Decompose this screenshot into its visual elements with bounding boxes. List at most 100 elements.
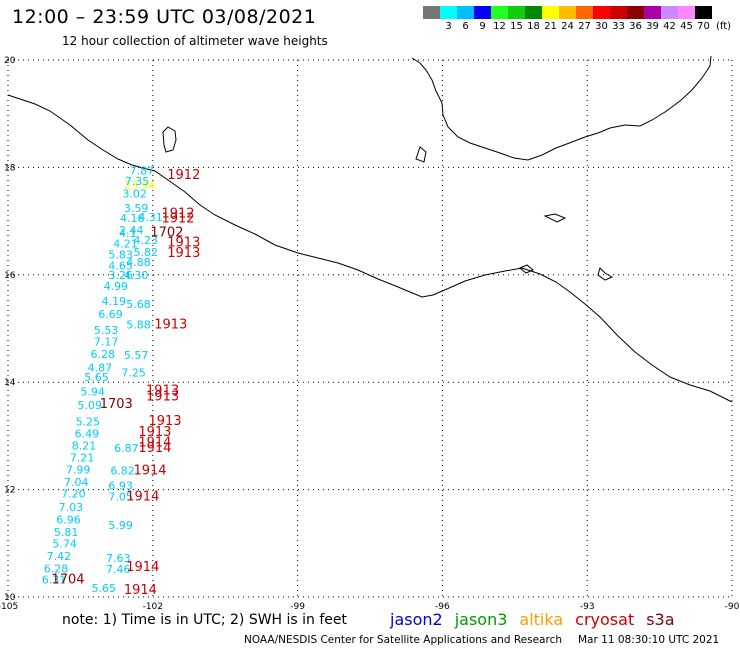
wave-height-label: 5.65 <box>84 371 109 384</box>
wave-height-label: 7.63 <box>106 552 130 565</box>
pass-time-label: 1913 <box>146 389 179 404</box>
wave-height-label: 5.83 <box>108 249 133 262</box>
lagoon-5 <box>519 264 534 274</box>
wave-height-label: 7.04 <box>64 476 89 489</box>
lon-tick-label: -96 <box>435 602 450 612</box>
wave-height-label: 4.99 <box>104 280 128 293</box>
gulf-of-mexico-coast <box>411 55 712 161</box>
lat-tick-label: 10 <box>4 593 16 603</box>
colorbar-swatch <box>610 6 627 19</box>
colorbar-label: 39 <box>646 21 659 32</box>
wave-height-label: 5.57 <box>124 349 149 362</box>
lon-tick-label: -93 <box>580 602 595 612</box>
pass-time-label: 1914 <box>126 489 159 504</box>
pass-time-label: 1913 <box>148 414 181 429</box>
wave-height-label: 5.82 <box>133 246 158 259</box>
legend-entry: altika <box>519 610 564 629</box>
lat-lon-grid <box>7 59 733 598</box>
wave-height-label: 5.99 <box>108 519 133 532</box>
wave-height-label: 7.20 <box>61 488 86 501</box>
lat-tick-label: 16 <box>4 271 16 281</box>
pass-time-label: 1913 <box>167 246 200 261</box>
colorbar-swatch <box>678 6 695 19</box>
wave-height-label: 7.46 <box>106 563 130 576</box>
pass-time-label: 1912 <box>161 212 194 227</box>
wave-height-label: 7.87 <box>130 164 155 177</box>
colorbar-label: 12 <box>493 21 506 32</box>
colorbar-label: 42 <box>663 21 676 32</box>
colorbar-label: 21 <box>544 21 557 32</box>
wave-height-label: 2.44 <box>119 224 144 237</box>
pass-time-label: 1914 <box>138 436 171 451</box>
colorbar-label: 33 <box>612 21 625 32</box>
pass-time-label: 1702 <box>150 226 183 241</box>
colorbar-swatch <box>593 6 610 19</box>
wave-height-label: 7.05 <box>108 490 133 503</box>
wave-height-label: 7.25 <box>121 366 146 379</box>
colorbar-swatch <box>491 6 508 19</box>
page-title: 12:00 – 23:59 UTC 03/08/2021 <box>12 6 317 28</box>
pass-time-label: 1914 <box>126 560 159 575</box>
colorbar-label: 27 <box>578 21 591 32</box>
wave-height-label: 7.42 <box>47 550 72 563</box>
lon-tick-label: -102 <box>143 602 163 612</box>
pass-time-label: 1912 <box>167 168 200 183</box>
colorbar-swatch <box>508 6 525 19</box>
pass-time-label: 1913 <box>167 235 200 250</box>
wave-height-label: 7.35 <box>125 175 149 188</box>
wave-height-label: 4.21 <box>113 237 138 250</box>
note-text: note: 1) Time is in UTC; 2) SWH is in fe… <box>62 612 348 628</box>
legend-entry: jason2 <box>390 610 443 629</box>
lagoon-2 <box>415 146 427 163</box>
wave-height-label: 5.09 <box>78 399 103 412</box>
legend-entry: cryosat <box>575 610 635 629</box>
lat-tick-label: 20 <box>4 56 16 66</box>
wave-height-label: 4.87 <box>88 361 113 374</box>
colorbar-swatch <box>457 6 474 19</box>
colorbar-swatch <box>440 6 457 19</box>
colorbar-swatch <box>695 6 712 19</box>
wave-height-label: 5.53 <box>94 324 119 337</box>
colorbar-label: 24 <box>561 21 574 32</box>
lagoon-3 <box>543 213 567 223</box>
colorbar-swatch <box>542 6 559 19</box>
mexico-pacific-coast <box>7 94 733 403</box>
wave-height-label: 3.26 <box>108 269 133 282</box>
colorbar-label: 3 <box>445 21 452 32</box>
lon-tick-label: -105 <box>0 602 18 612</box>
colorbar-swatch <box>559 6 576 19</box>
colorbar-swatch <box>627 6 644 19</box>
colorbar-swatch <box>474 6 491 19</box>
wave-height-label: 6.69 <box>98 308 123 321</box>
wave-height-label: 7.21 <box>70 452 95 465</box>
wave-height-label: 4.65 <box>108 259 133 272</box>
wave-height-label: 6.49 <box>75 428 100 441</box>
colorbar-unit: (ft) <box>716 21 732 32</box>
pass-time-label: 1913 <box>154 318 187 333</box>
wave-height-label: 6.96 <box>56 513 80 526</box>
wave-height-label: 6.87 <box>114 442 139 455</box>
colorbar-label: 15 <box>510 21 523 32</box>
wave-height-label: 6.28 <box>91 348 116 361</box>
wave-height-label: 7.99 <box>66 463 91 476</box>
wave-height-label: 7.17 <box>94 336 119 349</box>
wave-height-label: 5.65 <box>92 582 117 595</box>
pass-time-label: 1913 <box>138 425 171 440</box>
lat-tick-label: 18 <box>4 163 16 173</box>
wave-height-label: 5.81 <box>54 526 79 539</box>
wave-height-label: 4.1 <box>119 227 137 240</box>
colorbar-swatch <box>576 6 593 19</box>
wave-height-label: 3.59 <box>124 202 149 215</box>
wave-height-label: 4.19 <box>102 295 127 308</box>
wave-height-label: 6.28 <box>44 562 68 575</box>
wave-height-label: 6.31 <box>42 574 67 587</box>
colorbar-label: 36 <box>629 21 642 32</box>
pass-time-label: 1703 <box>100 397 133 412</box>
wave-height-label: 4.88 <box>126 256 150 269</box>
generated-timestamp: Mar 11 08:30:10 UTC 2021 <box>578 634 720 646</box>
wave-height-label: 5.94 <box>80 386 105 399</box>
wave-height-label: 4.30 <box>124 269 149 282</box>
pass-time-label: 1704 <box>51 573 84 588</box>
pass-time-label: 1912 <box>161 206 194 221</box>
